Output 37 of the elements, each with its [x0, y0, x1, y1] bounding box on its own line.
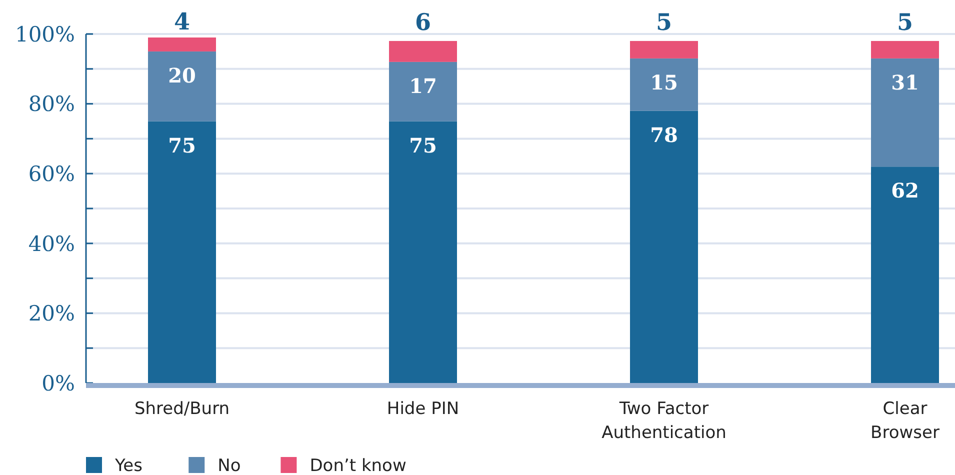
data-label: 17: [409, 74, 437, 98]
bar: [148, 121, 216, 383]
x-tick-label: Two Factor Authentication: [602, 399, 726, 443]
y-tick-label: 100%: [14, 22, 75, 46]
x-tick-label: Clear Browser: [870, 399, 940, 443]
legend-label: No: [218, 456, 241, 475]
bar: [148, 37, 216, 52]
data-label: 78: [650, 122, 678, 147]
y-tick-label: 80%: [28, 92, 75, 116]
bar: [389, 40, 457, 62]
bar: [871, 40, 939, 58]
data-label: 6: [414, 9, 432, 36]
bar: [630, 110, 698, 383]
data-label: 62: [891, 178, 919, 203]
bar: [389, 62, 457, 122]
y-tick-label: 20%: [28, 302, 75, 326]
data-label: 31: [891, 70, 919, 94]
data-label: 75: [168, 133, 196, 158]
bar: [630, 40, 698, 58]
legend-label: Don’t know: [310, 456, 406, 475]
bar: [148, 51, 216, 122]
bar: [871, 58, 939, 167]
bar: [389, 121, 457, 383]
data-label: 75: [409, 133, 437, 158]
x-tick-label: Hide PIN: [386, 399, 460, 419]
data-label: 20: [168, 63, 196, 88]
data-label: 15: [650, 70, 678, 94]
data-label: 4: [174, 8, 190, 36]
y-tick-label: 40%: [28, 232, 75, 256]
y-tick-label: 60%: [28, 162, 75, 186]
bar: [630, 58, 698, 111]
data-label: 5: [896, 9, 914, 36]
x-tick-label: Shred/Burn: [134, 399, 230, 419]
y-tick-label: 0%: [42, 371, 75, 396]
data-label: 5: [656, 9, 672, 36]
legend-label: Yes: [114, 456, 143, 475]
bar: [871, 166, 939, 383]
